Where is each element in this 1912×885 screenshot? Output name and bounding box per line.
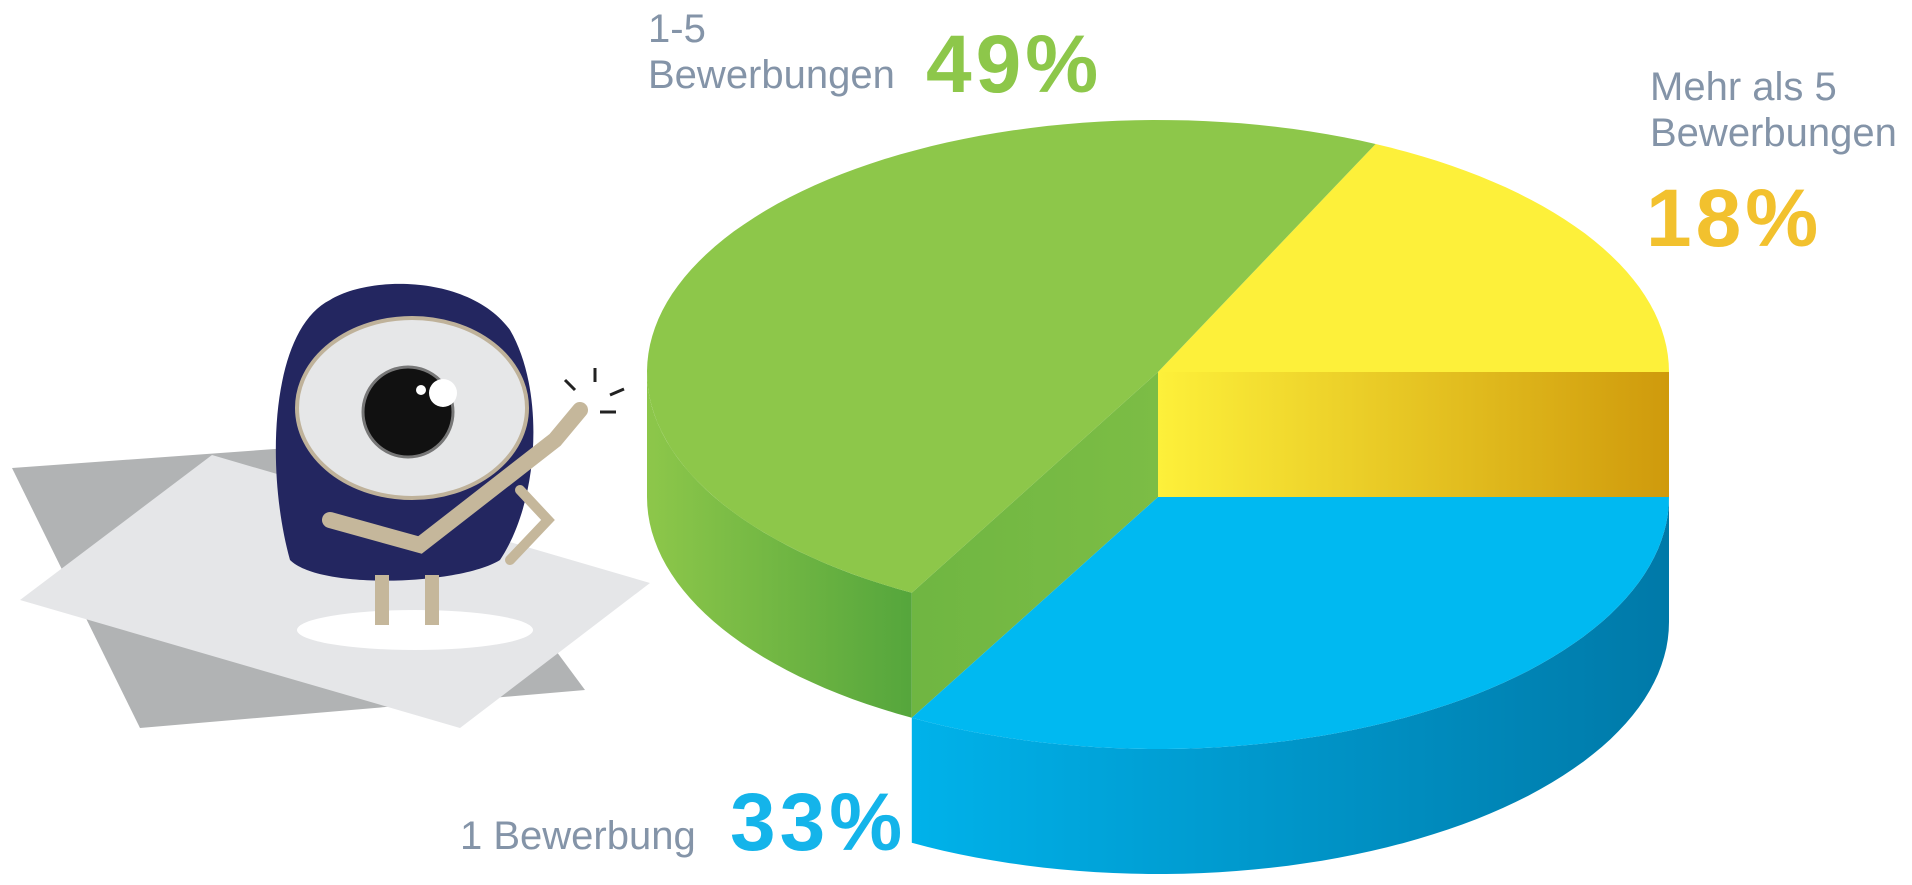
category-label: 1 Bewerbung	[460, 813, 696, 859]
pie	[647, 120, 1669, 874]
mascot	[12, 284, 650, 728]
chart	[0, 0, 1912, 885]
pie-cut-face	[1158, 372, 1669, 497]
value-label: 49%	[926, 24, 1102, 106]
category-label: 1-5 Bewerbungen	[648, 6, 895, 98]
infographic: Mehr als 5 Bewerbungen 18% 1-5 Bewerbungen…	[0, 0, 1912, 885]
value-label: 33%	[730, 782, 906, 864]
value-label: 18%	[1646, 178, 1822, 260]
category-label: Mehr als 5 Bewerbungen	[1650, 64, 1897, 156]
